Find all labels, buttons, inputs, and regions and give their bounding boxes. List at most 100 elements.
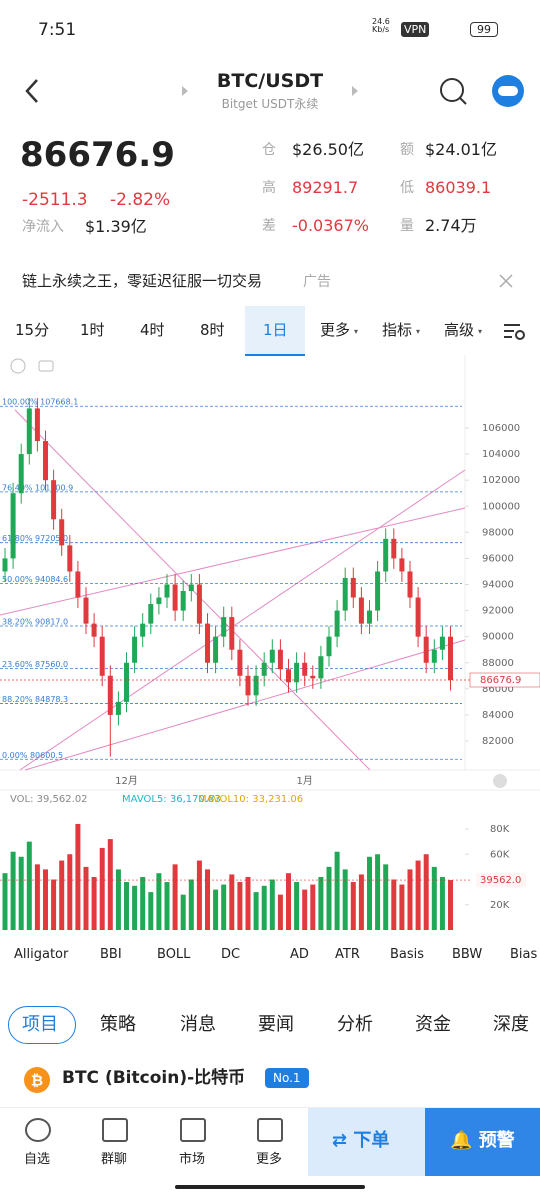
- volume-bar: [180, 894, 186, 930]
- fib-label: 0.00% 80600.5: [2, 751, 63, 760]
- ad-text: 链上永续之王，零延迟征服一切交易: [22, 272, 263, 290]
- candle-body: [229, 617, 235, 650]
- timeframe-tab[interactable]: 1时: [80, 321, 105, 339]
- info-tab[interactable]: 消息: [180, 1014, 216, 1035]
- candle-body: [67, 545, 73, 572]
- timeframe-tab[interactable]: 更多: [320, 321, 351, 339]
- clock: 7:51: [38, 20, 77, 40]
- candle-body: [407, 571, 413, 598]
- indicator[interactable]: Bias: [510, 947, 538, 962]
- nav-label[interactable]: 更多: [256, 1152, 283, 1167]
- settings-icon[interactable]: [502, 322, 526, 340]
- indicator[interactable]: BBI: [100, 947, 122, 962]
- stat-label: 高: [262, 180, 276, 196]
- indicator[interactable]: Alligator: [14, 947, 69, 962]
- back[interactable]: [25, 79, 38, 103]
- info-tab[interactable]: 资金: [415, 1014, 451, 1035]
- candle-body: [91, 623, 97, 637]
- info-tab[interactable]: 策略: [100, 1014, 136, 1035]
- volume-bar: [67, 854, 73, 930]
- timeframe-tab[interactable]: 4时: [140, 321, 165, 339]
- indicator[interactable]: AD: [290, 947, 309, 962]
- volume-bar: [302, 889, 308, 930]
- volume-bar: [148, 892, 154, 930]
- candle-body: [10, 493, 16, 559]
- y-tick-label: 84000: [482, 710, 514, 721]
- candle-body: [196, 584, 202, 624]
- fib-label: 88.20% 84878.3: [2, 695, 68, 704]
- stat-value: 2.74万: [425, 216, 477, 235]
- timeframe-tab[interactable]: 1日: [263, 321, 288, 339]
- y-tick-label: 86000: [482, 684, 514, 695]
- order-btn[interactable]: [308, 1108, 425, 1176]
- candle-body: [342, 577, 348, 611]
- stat-value: 86039.1: [425, 178, 492, 197]
- volume-bar: [51, 879, 57, 930]
- volume-bar: [99, 847, 105, 930]
- volume-tick-label: 60K: [490, 849, 510, 860]
- candle-body: [375, 571, 381, 611]
- volume-bar: [10, 851, 16, 930]
- nav-label[interactable]: 自选: [24, 1152, 51, 1167]
- candle-body: [213, 636, 219, 663]
- info-tab[interactable]: 分析: [337, 1014, 373, 1035]
- candle-body: [156, 597, 162, 605]
- candle-body: [399, 558, 405, 572]
- candle-body: [391, 538, 397, 559]
- candle-body: [115, 701, 121, 715]
- info-tab[interactable]: 项目: [22, 1014, 58, 1035]
- nav-label[interactable]: 市场: [179, 1152, 206, 1167]
- candle-body: [326, 636, 332, 657]
- candle-body: [294, 662, 300, 683]
- candle-body: [18, 454, 24, 494]
- indicator[interactable]: BBW: [452, 947, 483, 962]
- volume-bar: [294, 882, 300, 930]
- y-tick-label: 106000: [482, 423, 520, 434]
- candle-body: [172, 584, 178, 611]
- trend-lines: [0, 409, 466, 771]
- volume-bar: [375, 854, 381, 930]
- camera-icon[interactable]: [38, 360, 54, 372]
- nav-label[interactable]: 群聊: [101, 1152, 128, 1167]
- candle-body: [188, 584, 194, 592]
- candle-body: [180, 591, 186, 611]
- volume-bar: [358, 874, 364, 930]
- search[interactable]: [440, 78, 464, 102]
- ad-tag: 广告: [303, 274, 331, 290]
- ad-close[interactable]: [498, 273, 514, 289]
- timeframe-tab[interactable]: 指标: [382, 321, 413, 339]
- timeframe-tab[interactable]: 8时: [200, 321, 225, 339]
- alert-btn[interactable]: [425, 1108, 540, 1176]
- timeframe-tab[interactable]: 高级: [444, 321, 475, 339]
- candle-body: [277, 649, 283, 670]
- volume-bar: [140, 876, 146, 930]
- indicator[interactable]: ATR: [335, 947, 360, 962]
- info-tab[interactable]: 深度: [493, 1014, 529, 1035]
- candle-body: [34, 408, 40, 442]
- btc-icon: ₿: [24, 1067, 50, 1093]
- indicator[interactable]: DC: [221, 947, 241, 962]
- candle-body: [253, 675, 259, 696]
- battery: 99: [470, 22, 498, 37]
- volume-bar: [391, 879, 397, 930]
- scroll-icon[interactable]: [493, 774, 507, 788]
- avatar-face: [498, 86, 518, 96]
- collapse-icon[interactable]: [10, 358, 26, 374]
- volume-bar: [43, 869, 48, 930]
- candle-body: [237, 649, 243, 676]
- timeframe-tab[interactable]: 15分: [15, 321, 50, 339]
- candle-body: [261, 662, 267, 676]
- indicator[interactable]: BOLL: [157, 947, 191, 962]
- stat-label: 额: [400, 142, 414, 158]
- volume-last-label: 39562.0: [480, 875, 521, 886]
- y-tick-label: 88000: [482, 658, 514, 669]
- order-text: 下单: [353, 1130, 390, 1151]
- volume-bar: [196, 860, 202, 930]
- volume-bar: [439, 876, 445, 930]
- volume-bar: [2, 873, 8, 930]
- info-tab[interactable]: 要闻: [258, 1014, 294, 1035]
- volume-bar: [253, 892, 259, 930]
- indicator[interactable]: Basis: [390, 947, 425, 962]
- caret: ▾: [354, 327, 359, 336]
